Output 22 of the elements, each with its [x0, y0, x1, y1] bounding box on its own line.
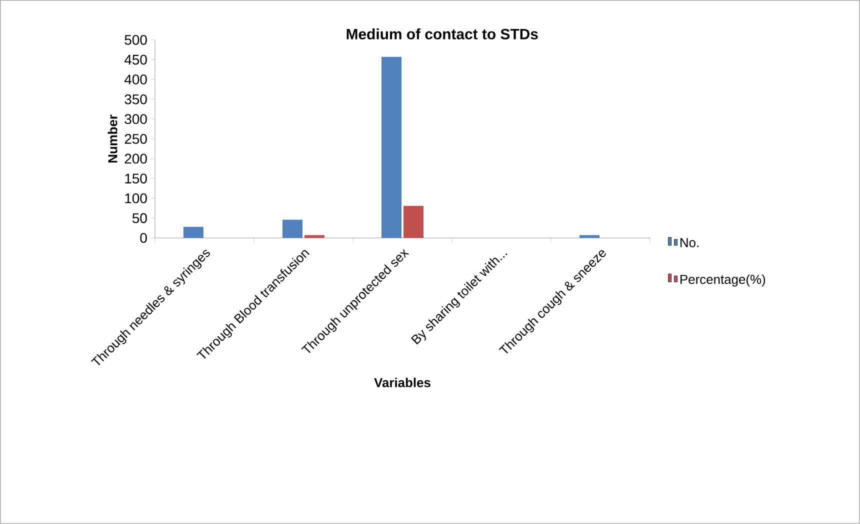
- bar: [183, 226, 204, 238]
- bar: [404, 206, 424, 238]
- legend-label: No.: [680, 238, 698, 248]
- y-tick-label: 450: [124, 54, 147, 65]
- bar: [381, 56, 402, 238]
- y-tick-label: 100: [125, 193, 147, 204]
- y-tick-label: 350: [124, 94, 147, 104]
- y-tick-label: 250: [124, 134, 147, 144]
- y-tick-label: 500: [124, 34, 147, 45]
- bar: [580, 235, 600, 238]
- y-axis-title: Number: [108, 114, 118, 163]
- y-tick-label: 400: [124, 74, 147, 84]
- y-tick-label: 0: [140, 233, 147, 243]
- bar: [304, 235, 324, 238]
- bar: [282, 220, 302, 238]
- x-axis-title: Variables: [374, 378, 430, 388]
- y-tick-label: 200: [124, 154, 147, 164]
- legend-label: Percentage(%): [680, 274, 766, 287]
- y-tick-label: 50: [132, 213, 147, 224]
- chart-title: Medium of contact to STDs: [346, 28, 538, 40]
- y-tick-label: 150: [125, 174, 147, 184]
- y-tick-label: 300: [124, 114, 147, 124]
